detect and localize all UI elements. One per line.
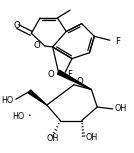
Text: OH: OH bbox=[115, 104, 127, 113]
Text: O: O bbox=[13, 21, 20, 30]
Text: O: O bbox=[77, 77, 84, 86]
Polygon shape bbox=[57, 70, 91, 90]
Text: •: • bbox=[27, 113, 31, 118]
Polygon shape bbox=[28, 90, 47, 105]
Text: HO: HO bbox=[12, 112, 25, 121]
Text: F: F bbox=[67, 70, 72, 79]
Text: O: O bbox=[33, 41, 40, 50]
Text: F: F bbox=[115, 37, 120, 46]
Text: OH: OH bbox=[86, 132, 98, 142]
Text: O: O bbox=[48, 70, 55, 79]
Text: OH: OH bbox=[46, 134, 59, 142]
Text: HO: HO bbox=[2, 96, 14, 105]
